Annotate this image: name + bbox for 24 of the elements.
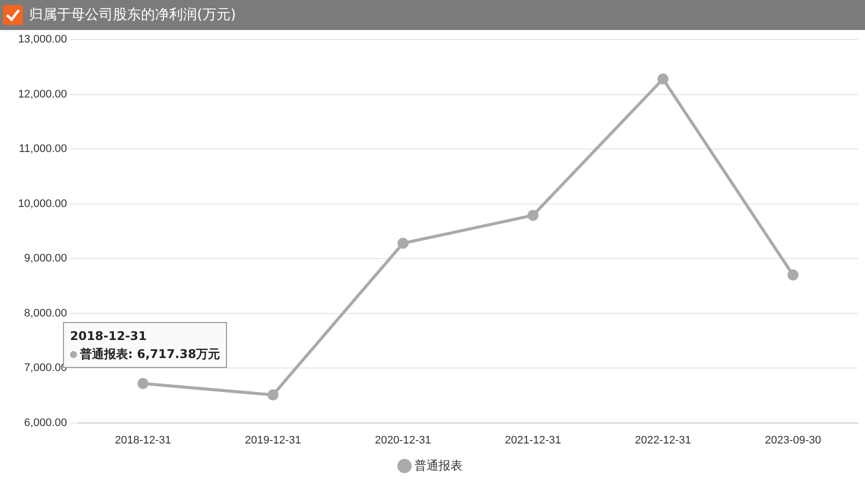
point xyxy=(658,74,668,85)
point xyxy=(528,210,538,221)
annotation: 普通报表: 6,717.38万元 xyxy=(80,346,220,361)
x-tick-label: 2018-12-31 xyxy=(114,434,172,446)
x-tick-label: 2023-09-30 xyxy=(764,434,822,446)
x-tick-label: 2021-12-31 xyxy=(504,434,562,446)
y-tick-label: 12,000.00 xyxy=(18,88,67,100)
y-tick-label: 8,000.00 xyxy=(24,307,67,320)
x-tick-label: 2022-12-31 xyxy=(634,434,692,446)
x-tick-label: 2019-12-31 xyxy=(244,434,302,446)
y-tick-label: 6,000.00 xyxy=(24,416,67,429)
point xyxy=(138,378,148,390)
chart-title: 归属于母公司股东的净利润(万元) xyxy=(29,6,236,24)
y-tick-label: 9,000.00 xyxy=(24,252,67,265)
x-tick-label: 2020-12-31 xyxy=(374,434,432,446)
point xyxy=(398,238,408,249)
point xyxy=(268,389,278,400)
y-tick-label: 11,000.00 xyxy=(18,143,67,156)
annotation: 2018-12-31 xyxy=(70,328,147,343)
y-tick-label: 13,000.00 xyxy=(18,34,67,46)
point xyxy=(788,269,798,280)
y-tick-label: 10,000.00 xyxy=(18,198,67,210)
y-tick-label: 7,000.00 xyxy=(24,362,67,374)
legend-label: 普通报表 xyxy=(414,458,462,472)
